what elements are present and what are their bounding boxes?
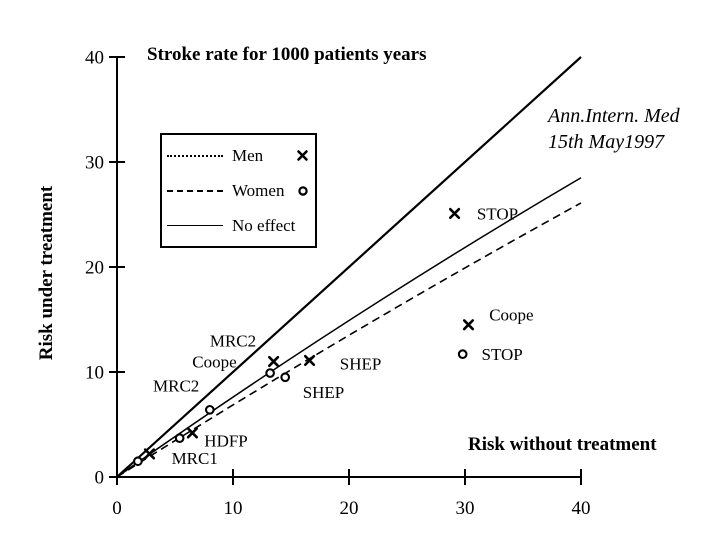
citation-line-2: 15th May1997 bbox=[548, 131, 665, 153]
circle-marker-icon bbox=[297, 185, 309, 197]
x-tick-label: 40 bbox=[572, 498, 591, 519]
x-tick-label: 10 bbox=[224, 498, 243, 519]
y-tick-label: 20 bbox=[85, 258, 104, 279]
citation-line-1: Ann.Intern. Med bbox=[548, 105, 680, 127]
data-point-women-stop bbox=[457, 349, 468, 360]
x-axis-title: Risk without treatment bbox=[468, 434, 657, 455]
legend-row-men: Men bbox=[167, 146, 309, 166]
legend: Men Women No effect bbox=[160, 133, 317, 248]
trend-line-men bbox=[116, 177, 582, 478]
y-tick-label: 30 bbox=[85, 153, 104, 174]
point-label-stop: STOP bbox=[477, 204, 518, 223]
point-label-stop: STOP bbox=[481, 345, 522, 364]
y-tick-label: 10 bbox=[85, 363, 104, 384]
trend-line-no-effect bbox=[116, 56, 582, 478]
y-axis-title: Risk under treatment bbox=[36, 185, 57, 361]
point-label-shep: SHEP bbox=[340, 355, 382, 374]
legend-label-no-effect: No effect bbox=[232, 215, 296, 235]
data-point-men-mrc1 bbox=[143, 448, 156, 460]
solid-line-sample bbox=[167, 225, 223, 226]
data-point-women-coope bbox=[265, 368, 275, 378]
data-point-men-hdfp bbox=[186, 427, 198, 439]
x-marker-icon bbox=[296, 149, 309, 162]
data-point-women-hdfp bbox=[174, 433, 185, 444]
point-label-hdfp: HDFP bbox=[204, 431, 247, 450]
dotted-line-sample bbox=[167, 154, 223, 157]
legend-row-no-effect: No effect bbox=[167, 216, 309, 236]
point-label-shep: SHEP bbox=[303, 383, 345, 402]
x-tick-label: 30 bbox=[456, 498, 475, 519]
point-label-mrc2: MRC2 bbox=[153, 377, 199, 396]
dashed-line-sample bbox=[167, 189, 223, 192]
x-tick-label: 0 bbox=[112, 498, 122, 519]
y-tick-label: 0 bbox=[95, 468, 105, 489]
data-point-men-coope bbox=[462, 319, 475, 331]
data-point-women-shep bbox=[280, 372, 291, 383]
data-point-women-mrc2 bbox=[204, 404, 215, 415]
data-point-men-shep bbox=[303, 354, 316, 367]
point-label-coope: Coope bbox=[192, 353, 236, 372]
point-label-coope: Coope bbox=[489, 305, 533, 324]
legend-label-men: Men bbox=[232, 145, 264, 165]
legend-row-women: Women bbox=[167, 181, 309, 201]
chart-title: Stroke rate for 1000 patients years bbox=[147, 44, 427, 65]
data-point-men-stop bbox=[448, 207, 461, 220]
y-tick-label: 40 bbox=[85, 48, 104, 69]
data-point-men-mrc2 bbox=[268, 355, 280, 368]
x-tick-label: 20 bbox=[340, 498, 359, 519]
data-point-women-mrc1 bbox=[133, 456, 143, 467]
point-label-mrc2: MRC2 bbox=[210, 332, 256, 351]
point-label-mrc1: MRC1 bbox=[172, 449, 218, 468]
citation: Ann.Intern. Med 15th May1997 bbox=[548, 103, 680, 155]
legend-label-women: Women bbox=[232, 180, 285, 200]
